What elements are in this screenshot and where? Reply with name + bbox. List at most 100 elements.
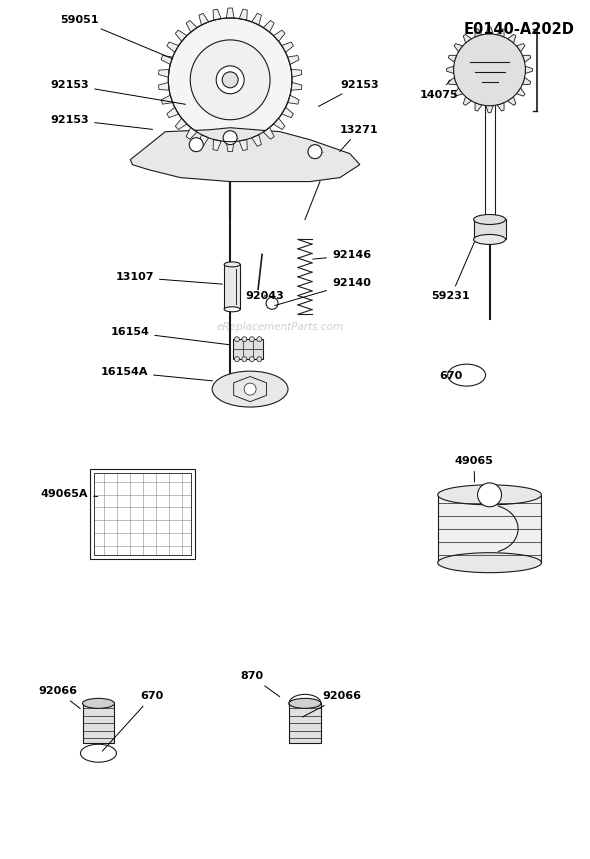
Circle shape bbox=[216, 66, 244, 94]
Text: 14075: 14075 bbox=[419, 80, 458, 100]
Circle shape bbox=[221, 129, 239, 147]
Text: 59051: 59051 bbox=[61, 15, 173, 58]
Circle shape bbox=[244, 383, 256, 395]
Polygon shape bbox=[281, 107, 293, 118]
Polygon shape bbox=[213, 139, 221, 150]
Polygon shape bbox=[463, 34, 471, 43]
Bar bbox=[224, 265, 240, 309]
Polygon shape bbox=[239, 9, 247, 21]
Circle shape bbox=[189, 137, 203, 152]
Polygon shape bbox=[130, 128, 360, 181]
Text: 670: 670 bbox=[440, 371, 463, 381]
Polygon shape bbox=[463, 96, 471, 106]
Polygon shape bbox=[263, 127, 274, 139]
Polygon shape bbox=[175, 119, 187, 130]
Text: 92153: 92153 bbox=[319, 80, 379, 107]
Bar bbox=[289, 704, 321, 743]
Text: 870: 870 bbox=[240, 672, 280, 697]
Ellipse shape bbox=[257, 356, 262, 362]
Polygon shape bbox=[175, 30, 187, 41]
Polygon shape bbox=[291, 70, 302, 77]
Ellipse shape bbox=[234, 356, 240, 362]
Ellipse shape bbox=[474, 235, 506, 245]
Text: 49065A: 49065A bbox=[41, 489, 98, 499]
Text: 13107: 13107 bbox=[116, 272, 222, 284]
Circle shape bbox=[308, 144, 322, 159]
Ellipse shape bbox=[289, 694, 321, 712]
Bar bbox=[90, 469, 195, 558]
Ellipse shape bbox=[83, 698, 114, 709]
Text: eReplacementParts.com: eReplacementParts.com bbox=[217, 322, 343, 332]
Polygon shape bbox=[454, 88, 463, 96]
Polygon shape bbox=[288, 56, 299, 64]
Circle shape bbox=[168, 18, 292, 142]
Ellipse shape bbox=[234, 337, 240, 342]
Polygon shape bbox=[522, 55, 531, 63]
Polygon shape bbox=[159, 70, 169, 77]
Text: 92066: 92066 bbox=[38, 686, 80, 709]
Text: 92146: 92146 bbox=[313, 251, 371, 260]
Text: 92043: 92043 bbox=[245, 291, 284, 302]
Polygon shape bbox=[239, 139, 247, 150]
Ellipse shape bbox=[242, 337, 247, 342]
Text: 49065: 49065 bbox=[455, 456, 493, 482]
Polygon shape bbox=[186, 21, 197, 32]
Polygon shape bbox=[252, 14, 261, 25]
Text: 16154A: 16154A bbox=[100, 367, 212, 381]
Polygon shape bbox=[497, 28, 504, 37]
Text: 670: 670 bbox=[102, 691, 163, 751]
Polygon shape bbox=[273, 30, 285, 41]
Polygon shape bbox=[522, 77, 531, 84]
Polygon shape bbox=[516, 44, 525, 52]
Polygon shape bbox=[447, 66, 454, 74]
Polygon shape bbox=[448, 77, 457, 84]
Circle shape bbox=[190, 40, 270, 119]
Ellipse shape bbox=[474, 215, 506, 224]
Circle shape bbox=[454, 34, 526, 106]
Polygon shape bbox=[161, 56, 173, 64]
Polygon shape bbox=[167, 107, 179, 118]
Ellipse shape bbox=[250, 356, 254, 362]
Bar bbox=[474, 220, 506, 240]
Polygon shape bbox=[507, 34, 516, 43]
Polygon shape bbox=[448, 55, 457, 63]
Polygon shape bbox=[199, 14, 209, 25]
Bar bbox=[233, 339, 263, 359]
Polygon shape bbox=[213, 9, 221, 21]
Polygon shape bbox=[252, 135, 261, 146]
Text: 92153: 92153 bbox=[51, 115, 153, 130]
Ellipse shape bbox=[250, 337, 254, 342]
Text: 13271: 13271 bbox=[340, 125, 379, 151]
Ellipse shape bbox=[257, 337, 262, 342]
Circle shape bbox=[222, 72, 238, 88]
Polygon shape bbox=[186, 127, 197, 139]
Ellipse shape bbox=[212, 371, 288, 407]
Ellipse shape bbox=[438, 484, 542, 505]
Polygon shape bbox=[159, 82, 169, 90]
Polygon shape bbox=[291, 82, 302, 90]
Circle shape bbox=[306, 143, 324, 161]
Ellipse shape bbox=[448, 364, 486, 386]
Ellipse shape bbox=[289, 698, 321, 709]
Ellipse shape bbox=[438, 552, 542, 573]
Text: 92153: 92153 bbox=[51, 80, 185, 104]
Circle shape bbox=[477, 483, 502, 507]
Polygon shape bbox=[525, 66, 532, 74]
Circle shape bbox=[187, 136, 205, 154]
Text: 92066: 92066 bbox=[303, 691, 361, 717]
Polygon shape bbox=[507, 96, 516, 106]
Polygon shape bbox=[281, 42, 293, 52]
Text: E0140-A202D: E0140-A202D bbox=[464, 22, 574, 37]
Polygon shape bbox=[516, 88, 525, 96]
Polygon shape bbox=[227, 142, 234, 152]
Polygon shape bbox=[475, 103, 482, 111]
Polygon shape bbox=[475, 28, 482, 37]
Polygon shape bbox=[288, 95, 299, 104]
Polygon shape bbox=[161, 95, 173, 104]
Polygon shape bbox=[497, 103, 504, 111]
Bar bbox=[94, 473, 191, 555]
Circle shape bbox=[223, 131, 237, 144]
Text: 16154: 16154 bbox=[110, 327, 230, 344]
Polygon shape bbox=[199, 135, 209, 146]
Polygon shape bbox=[486, 106, 493, 113]
